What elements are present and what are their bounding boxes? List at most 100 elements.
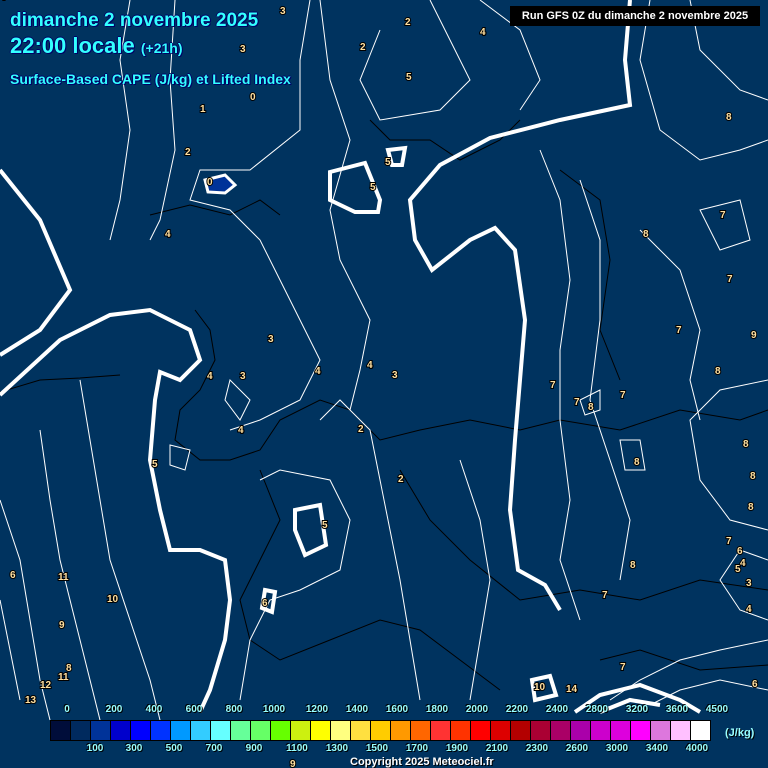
- contour-label: 8: [726, 112, 732, 123]
- contour-label: 7: [676, 325, 682, 336]
- contour-label: 13: [25, 695, 37, 706]
- contour-label: 1: [200, 104, 206, 115]
- contour-label: 4: [238, 425, 244, 436]
- legend-swatch: [91, 721, 111, 740]
- legend-bottom-label: 1900: [445, 743, 469, 754]
- legend-bottom-label: 1500: [365, 743, 389, 754]
- legend-top-label: 2200: [505, 704, 529, 715]
- legend-swatch: [271, 721, 291, 740]
- contour-label: 2: [360, 42, 366, 53]
- legend-bottom-label: 700: [205, 743, 223, 754]
- legend-swatch: [171, 721, 191, 740]
- legend-bottom-label: 1700: [405, 743, 429, 754]
- forecast-time: 22:00 locale (+21h): [10, 33, 183, 61]
- copyright: Copyright 2025 Meteociel.fr: [350, 756, 494, 768]
- legend-swatch: [431, 721, 451, 740]
- legend-swatch: [71, 721, 91, 740]
- contour-label: 8: [750, 471, 756, 482]
- contour-label: 10: [107, 594, 119, 605]
- run-label: Run GFS 0Z du dimanche 2 novembre 2025: [510, 6, 760, 26]
- contour-label: 6: [262, 598, 268, 609]
- contour-label: 8: [715, 366, 721, 377]
- legend-swatch: [411, 721, 431, 740]
- contour-label: 9: [290, 759, 296, 768]
- legend-top-label: 1800: [425, 704, 449, 715]
- legend-swatch: [131, 721, 151, 740]
- parameter-title: Surface-Based CAPE (J/kg) et Lifted Inde…: [10, 71, 291, 87]
- contour-label: 4: [740, 558, 746, 569]
- lifted-index-thick-contours: [0, 0, 702, 714]
- contour-label: 3: [240, 44, 246, 55]
- contour-label: 0: [207, 177, 213, 188]
- contour-label: 7: [620, 390, 626, 401]
- legend-top-label: 2000: [465, 704, 489, 715]
- legend-top-label: 1600: [385, 704, 409, 715]
- legend-top-label: 3600: [665, 704, 689, 715]
- legend-top-label: 200: [105, 704, 123, 715]
- lifted-index-thin-contours: [0, 0, 768, 721]
- contour-label: 7: [726, 536, 732, 547]
- contour-label: 5: [406, 72, 412, 83]
- contour-label: 4: [480, 27, 486, 38]
- legend-swatch: [231, 721, 251, 740]
- legend-swatch: [251, 721, 271, 740]
- legend-swatch: [591, 721, 611, 740]
- contour-label: 4: [746, 604, 752, 615]
- cape-area: [203, 173, 238, 195]
- contour-label: 4: [165, 229, 171, 240]
- legend-bottom-label: 500: [165, 743, 183, 754]
- contour-label: 2: [185, 147, 191, 158]
- contour-label: 3: [240, 371, 246, 382]
- contour-label: 7: [620, 662, 626, 673]
- contour-label: 5: [735, 564, 741, 575]
- contour-label: 4: [0, 0, 6, 3]
- legend-swatch: [631, 721, 651, 740]
- contour-label: 3: [268, 334, 274, 345]
- legend-swatch: [511, 721, 531, 740]
- contour-label: 5: [370, 182, 376, 193]
- contour-label: 8: [643, 229, 649, 240]
- contour-label: 12: [40, 680, 52, 691]
- contour-label: 3: [280, 6, 286, 17]
- legend-swatch: [351, 721, 371, 740]
- legend-swatch: [651, 721, 671, 740]
- legend-bottom-label: 2300: [525, 743, 549, 754]
- contour-label: 10: [534, 682, 546, 693]
- legend-top-label: 400: [145, 704, 163, 715]
- contour-label: 4: [315, 366, 321, 377]
- legend-swatch: [551, 721, 571, 740]
- legend-swatch: [531, 721, 551, 740]
- contour-label: 14: [566, 684, 578, 695]
- contour-label: 11: [58, 572, 69, 583]
- contour-label: 8: [743, 439, 749, 450]
- legend-top-label: 2800: [585, 704, 609, 715]
- color-legend-bar: [50, 720, 711, 741]
- contour-label: 11: [58, 672, 69, 683]
- local-time: 22:00 locale: [10, 33, 135, 58]
- legend-swatch: [691, 721, 710, 740]
- legend-swatch: [471, 721, 491, 740]
- legend-bottom-label: 900: [245, 743, 263, 754]
- contour-label: 2: [405, 17, 411, 28]
- contour-label: 7: [574, 397, 580, 408]
- legend-swatch: [611, 721, 631, 740]
- contour-label: 9: [751, 330, 757, 341]
- contour-label: 6: [10, 570, 16, 581]
- legend-swatch: [111, 721, 131, 740]
- contour-label: 8: [748, 502, 754, 513]
- contour-label: 4: [207, 371, 213, 382]
- legend-bottom-label: 3000: [605, 743, 629, 754]
- legend-bottom-label: 1100: [286, 743, 308, 754]
- contour-label: 8: [588, 402, 594, 413]
- legend-top-label: 800: [225, 704, 243, 715]
- forecast-offset: (+21h): [140, 40, 183, 56]
- legend-swatch: [391, 721, 411, 740]
- legend-top-label: 1400: [345, 704, 369, 715]
- legend-bottom-label: 300: [125, 743, 143, 754]
- contour-label: 6: [737, 546, 743, 557]
- contour-label: 8: [630, 560, 636, 571]
- contour-label: 9: [59, 620, 65, 631]
- forecast-date: dimanche 2 novembre 2025: [10, 10, 259, 31]
